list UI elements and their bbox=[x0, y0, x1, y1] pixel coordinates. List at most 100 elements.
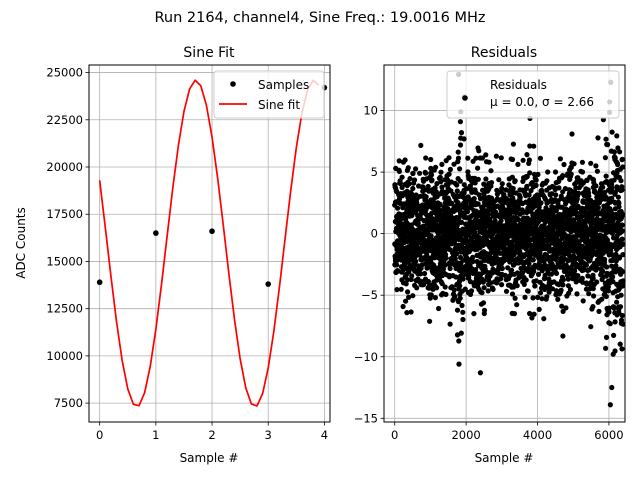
residual-point bbox=[614, 299, 620, 305]
residual-point bbox=[483, 237, 490, 243]
residual-point bbox=[457, 119, 463, 125]
residual-point bbox=[574, 291, 580, 297]
residual-point bbox=[498, 276, 504, 282]
residual-point bbox=[615, 194, 622, 200]
residual-point bbox=[619, 156, 626, 162]
residual-point bbox=[409, 273, 415, 279]
residual-point bbox=[440, 266, 446, 272]
residual-point bbox=[600, 268, 606, 274]
residual-point bbox=[561, 161, 567, 168]
residual-point bbox=[556, 282, 562, 288]
residual-point bbox=[611, 149, 618, 155]
residual-point bbox=[403, 281, 409, 287]
residual-point bbox=[458, 330, 464, 336]
sine-fit-ytick-label: 7500 bbox=[54, 396, 83, 410]
residual-point bbox=[620, 278, 626, 284]
residual-point bbox=[494, 191, 500, 197]
residual-point bbox=[424, 198, 430, 204]
residual-point bbox=[524, 215, 531, 221]
residual-point bbox=[483, 176, 489, 182]
residual-point bbox=[396, 168, 402, 174]
residual-point bbox=[537, 290, 544, 296]
residual-point bbox=[459, 302, 465, 309]
residual-point bbox=[490, 286, 496, 292]
residual-point bbox=[436, 207, 442, 213]
residual-point bbox=[436, 305, 442, 312]
residual-point bbox=[447, 265, 453, 272]
residual-point bbox=[552, 169, 559, 175]
residual-point bbox=[398, 286, 404, 292]
residual-point bbox=[553, 270, 560, 276]
residual-point bbox=[406, 269, 412, 275]
legend-stats-label: μ = 0.0, σ = 2.66 bbox=[490, 95, 594, 109]
residual-point bbox=[461, 136, 467, 142]
residual-point bbox=[617, 341, 623, 347]
residuals-series bbox=[392, 71, 626, 408]
residual-point bbox=[400, 303, 406, 310]
residual-point bbox=[609, 129, 615, 135]
residual-point bbox=[619, 222, 625, 228]
residual-point bbox=[548, 271, 555, 277]
residual-point bbox=[402, 157, 408, 163]
residual-point bbox=[423, 170, 429, 176]
residual-point bbox=[442, 262, 448, 268]
sine-fit-xtick-label: 2 bbox=[208, 428, 215, 442]
residual-outlier-point bbox=[456, 361, 462, 367]
residual-point bbox=[413, 258, 419, 264]
legend-box bbox=[213, 70, 325, 119]
residual-point bbox=[418, 271, 424, 277]
residual-point bbox=[590, 275, 596, 281]
residual-point bbox=[415, 220, 421, 226]
residual-point bbox=[483, 152, 489, 158]
residual-point bbox=[531, 143, 537, 149]
sample-point bbox=[96, 279, 103, 286]
residual-point bbox=[428, 172, 435, 178]
residual-point bbox=[594, 279, 600, 285]
residual-point bbox=[442, 284, 448, 290]
residual-point bbox=[460, 276, 466, 282]
residual-point bbox=[526, 192, 532, 198]
residual-point bbox=[475, 165, 481, 171]
residual-point bbox=[553, 192, 559, 198]
residual-point bbox=[479, 155, 485, 161]
residual-point bbox=[510, 185, 516, 192]
residual-point bbox=[544, 294, 550, 300]
residual-point bbox=[451, 161, 457, 167]
residual-point bbox=[471, 311, 477, 317]
residual-point bbox=[422, 270, 428, 277]
residual-point bbox=[610, 274, 616, 280]
residual-point bbox=[457, 295, 463, 301]
residual-point bbox=[603, 136, 609, 142]
residual-point bbox=[560, 173, 566, 179]
residual-point bbox=[434, 285, 440, 291]
residual-point bbox=[579, 169, 586, 175]
residual-point bbox=[556, 227, 562, 233]
sine-fit-ytick-label: 22500 bbox=[46, 113, 83, 127]
residual-point bbox=[605, 288, 612, 294]
residual-point bbox=[611, 177, 617, 183]
residual-point bbox=[439, 161, 445, 167]
residual-point bbox=[595, 205, 601, 211]
legend-samples-label: Samples bbox=[258, 78, 309, 92]
residual-point bbox=[439, 281, 445, 287]
residual-point bbox=[512, 178, 518, 184]
residual-point bbox=[494, 187, 500, 193]
residual-point bbox=[536, 204, 542, 210]
residual-point bbox=[581, 267, 587, 273]
residual-point bbox=[593, 163, 599, 169]
residual-point bbox=[619, 228, 626, 234]
legend-sine-fit-label: Sine fit bbox=[258, 98, 300, 112]
residual-point bbox=[431, 199, 437, 206]
residual-point bbox=[539, 296, 545, 302]
sine-fit-line bbox=[98, 79, 320, 407]
residual-point bbox=[619, 312, 625, 319]
residual-point bbox=[535, 294, 541, 300]
residual-point bbox=[473, 155, 479, 161]
residual-point bbox=[616, 200, 622, 206]
sine-fit-xtick-label: 4 bbox=[321, 428, 328, 442]
residual-point bbox=[454, 188, 460, 194]
residual-point bbox=[560, 333, 566, 339]
residual-point bbox=[481, 285, 487, 291]
residual-point bbox=[505, 265, 511, 271]
